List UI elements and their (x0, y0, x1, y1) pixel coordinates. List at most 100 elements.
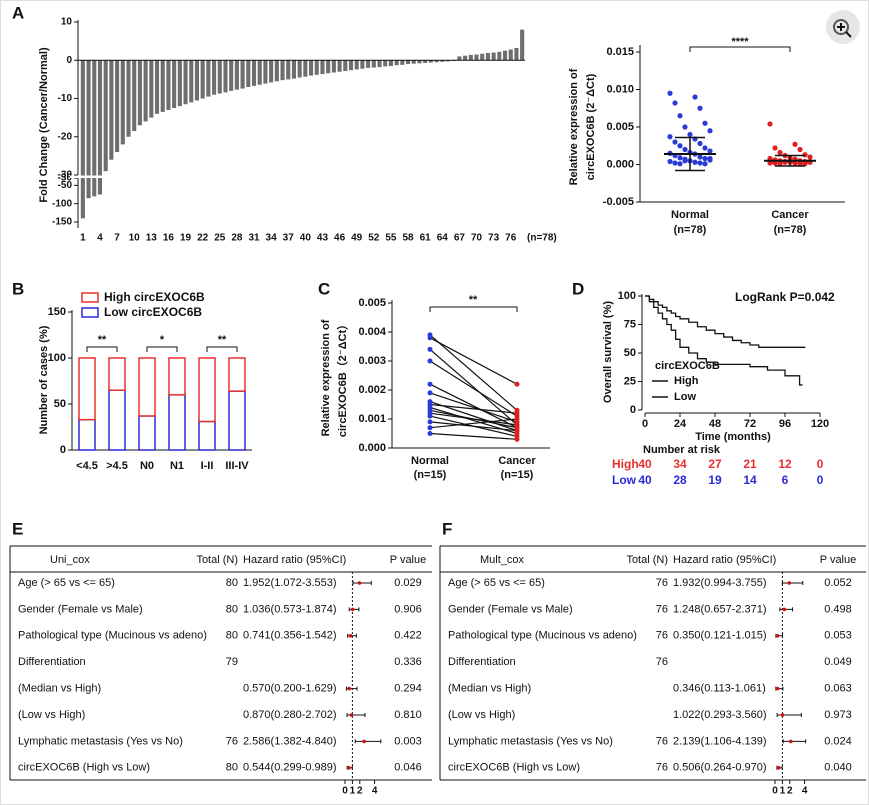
bar (445, 60, 451, 62)
row-ci: 2.586(1.382-4.840) (243, 735, 337, 747)
row-ci: 1.932(0.994-3.755) (673, 577, 767, 589)
y-tick-label: 0.000 (358, 442, 386, 454)
x-tick-label: 4 (802, 786, 808, 797)
x-tick-label: 0 (772, 786, 778, 797)
bar (97, 60, 103, 195)
bar (491, 52, 496, 61)
bar (240, 60, 245, 89)
legend-label: Low circEXOC6B (104, 305, 202, 319)
x-tick-label: <4.5 (76, 460, 98, 472)
x-tick-label: 52 (368, 233, 380, 244)
row-total: 80 (226, 630, 238, 642)
point (514, 422, 520, 428)
point (702, 161, 708, 167)
y-axis-label: circEXOC6B（2⁻ΔCt） (336, 319, 349, 437)
zoom-lens[interactable] (833, 19, 849, 35)
row-total: 76 (656, 577, 668, 589)
row-p: 0.040 (824, 762, 852, 774)
bar (172, 60, 177, 109)
point (427, 413, 433, 419)
bar (200, 60, 205, 99)
point (702, 145, 708, 151)
bar (291, 60, 296, 79)
y-tick-label: -150 (52, 217, 72, 228)
point (667, 90, 673, 96)
bar (508, 49, 513, 61)
point (697, 154, 703, 160)
axes (641, 294, 820, 414)
x-tick-label: 1 (350, 786, 356, 797)
sig-bracket (206, 346, 238, 352)
point (707, 128, 713, 134)
bar (348, 60, 354, 71)
row-label: Pathological type (Mucinous vs adeno) (18, 630, 207, 642)
bar (251, 60, 257, 86)
bar (212, 60, 217, 95)
y-tick-label: 0 (66, 55, 72, 66)
point (792, 141, 798, 147)
zoom-button[interactable] (826, 10, 860, 44)
bar (120, 60, 125, 145)
row-ci: 2.139(1.106-4.139) (673, 735, 767, 747)
point (672, 160, 678, 166)
x-tick-label: 49 (351, 233, 363, 244)
row-ci: 1.248(0.657-2.371) (673, 603, 767, 615)
bar (366, 60, 371, 68)
x-tick-label: 25 (214, 233, 226, 244)
row-ci: 0.506(0.264-0.970) (673, 762, 767, 774)
row-total: 76 (656, 656, 668, 668)
pair-line (429, 337, 518, 385)
row-p: 0.052 (824, 577, 852, 589)
x-tick-label: 37 (283, 233, 295, 244)
sig-bracket (86, 346, 118, 352)
bar (388, 60, 393, 66)
point (692, 94, 698, 100)
bar (177, 60, 182, 107)
row-p: 0.973 (824, 709, 852, 721)
bar (234, 60, 239, 90)
risk-count: 40 (638, 473, 652, 487)
axis-break (70, 175, 527, 178)
zoom-plus[interactable] (837, 23, 852, 38)
row-ci: 1.022(0.293-3.560) (673, 709, 767, 721)
risk-row-label: Low (612, 473, 637, 487)
x-tick-label: 61 (420, 233, 432, 244)
y-tick-label: 0.000 (606, 158, 634, 170)
risk-count: 0 (817, 473, 824, 487)
point (707, 148, 713, 154)
bar (126, 60, 131, 137)
x-tick-label: Normal (671, 209, 709, 221)
row-total: 76 (656, 762, 668, 774)
y-tick-label: 50 (624, 347, 636, 359)
point (702, 120, 708, 126)
bar (400, 60, 405, 65)
y-tick-label: 50 (54, 398, 66, 410)
point (677, 155, 683, 161)
row-p: 0.336 (394, 656, 422, 668)
y-tick-label: 0.001 (358, 413, 386, 425)
pair-line (429, 403, 518, 414)
y-tick-label: -0.005 (603, 196, 634, 208)
point (427, 335, 433, 341)
row-ci: 0.570(0.200-1.629) (243, 683, 337, 695)
bar (428, 60, 433, 63)
point (427, 381, 433, 387)
x-tick-label: N1 (170, 460, 184, 472)
row-p: 0.049 (824, 656, 852, 668)
column-header: P value (390, 554, 427, 566)
bar (480, 53, 485, 61)
bar-segment (198, 357, 216, 423)
x-tick-label: 10 (129, 233, 141, 244)
bar (183, 60, 188, 105)
row-label: Lymphatic metastasis (Yes vs No) (18, 735, 183, 747)
bar (137, 60, 142, 126)
hazard-ratio (789, 739, 793, 744)
row-total: 79 (226, 656, 238, 668)
row-p: 0.498 (824, 603, 852, 615)
row-p: 0.063 (824, 683, 852, 695)
point (697, 140, 703, 147)
column-header: Uni_cox (50, 554, 90, 566)
point (677, 113, 683, 119)
bar-segment (78, 357, 96, 421)
row-label: Gender (Female vs Male) (18, 603, 143, 615)
